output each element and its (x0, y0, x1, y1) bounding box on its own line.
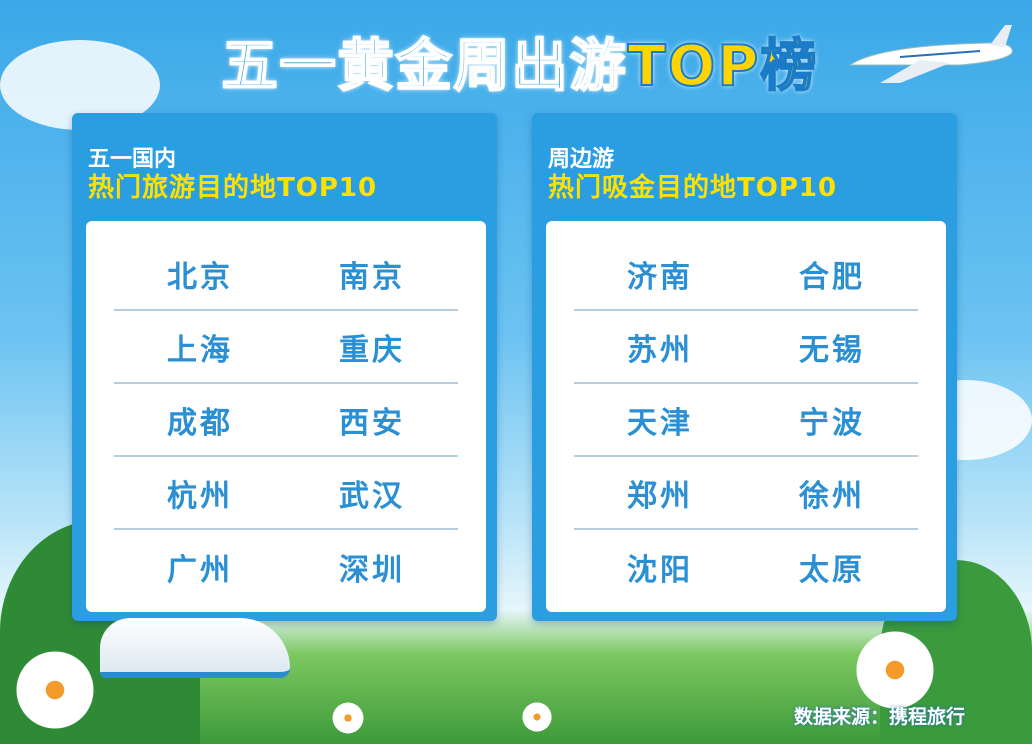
panel-domestic: 五一国内 热门旅游目的地TOP10 北京 南京 上海 重庆 成都 西安 杭州 武汉 广州… (72, 113, 497, 621)
list-row: 广州 深圳 (114, 530, 458, 603)
city: 天津 (627, 405, 693, 441)
panel-heading: 热门旅游目的地TOP10 (88, 173, 378, 203)
flower-icon (520, 700, 554, 734)
list-row: 上海 重庆 (114, 311, 458, 384)
list-row: 北京 南京 (114, 238, 458, 311)
flower-icon (850, 625, 940, 715)
city: 杭州 (167, 478, 233, 514)
title-main: 五一黄金周出游 (221, 33, 628, 100)
list-row: 杭州 武汉 (114, 457, 458, 530)
page-title: 五一黄金周出游 TOP榜 (190, 22, 850, 100)
train-illustration (100, 618, 290, 678)
airplane-icon (848, 25, 1013, 83)
panel-subtitle: 周边游 (548, 147, 615, 172)
city: 苏州 (627, 332, 693, 368)
city: 济南 (627, 259, 693, 295)
list-row: 天津 宁波 (574, 384, 918, 457)
list-row: 成都 西安 (114, 384, 458, 457)
list-row: 郑州 徐州 (574, 457, 918, 530)
list-row: 苏州 无锡 (574, 311, 918, 384)
panel-heading: 热门吸金目的地TOP10 (548, 173, 838, 203)
city: 沈阳 (627, 552, 693, 588)
city: 武汉 (339, 478, 405, 514)
city: 西安 (339, 405, 405, 441)
list-row: 济南 合肥 (574, 238, 918, 311)
city: 重庆 (339, 332, 405, 368)
city: 太原 (799, 552, 865, 588)
city: 宁波 (799, 405, 865, 441)
city: 合肥 (799, 259, 865, 295)
city-list: 济南 合肥 苏州 无锡 天津 宁波 郑州 徐州 沈阳 太原 (546, 221, 946, 612)
title-highlight: TOP榜 (627, 33, 819, 100)
city: 南京 (339, 259, 405, 295)
list-row: 沈阳 太原 (574, 530, 918, 603)
flower-icon (10, 645, 100, 735)
flower-icon (330, 700, 366, 736)
panel-subtitle: 五一国内 (88, 147, 177, 172)
city: 北京 (167, 259, 233, 295)
panel-nearby: 周边游 热门吸金目的地TOP10 济南 合肥 苏州 无锡 天津 宁波 郑州 徐州 沈阳 太… (532, 113, 957, 621)
city: 广州 (167, 552, 233, 588)
city: 深圳 (339, 552, 405, 588)
city-list: 北京 南京 上海 重庆 成都 西安 杭州 武汉 广州 深圳 (86, 221, 486, 612)
city: 成都 (167, 405, 233, 441)
city: 郑州 (627, 478, 693, 514)
city: 无锡 (799, 332, 865, 368)
city: 徐州 (799, 478, 865, 514)
data-source: 数据来源：携程旅行 (794, 706, 966, 728)
city: 上海 (167, 332, 233, 368)
